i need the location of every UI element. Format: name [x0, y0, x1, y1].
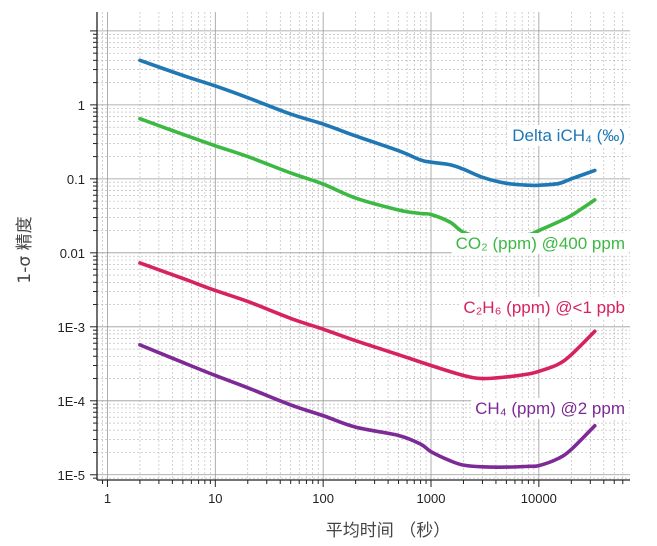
- series-line-co2: [138, 116, 597, 239]
- series-label-group-ch4: CH₄ (ppm) @2 ppm: [471, 398, 629, 419]
- x-tick-label: 1: [104, 491, 111, 506]
- series-line-ch4: [138, 343, 597, 469]
- x-tick-label: 10000: [521, 491, 557, 506]
- x-tick-label: 100: [312, 491, 334, 506]
- series-label-group-c2h6: C₂H₆ (ppm) @<1 ppb: [459, 297, 629, 318]
- y-tick-label: 1: [78, 98, 85, 113]
- series-labels: Delta iCH₄ (‰) CO₂ (ppm) @400 ppm C₂H₆ (pp…: [451, 125, 629, 419]
- y-tick-label: 1E-3: [58, 320, 85, 335]
- axes: [96, 12, 630, 481]
- series-label-group-co2: CO₂ (ppm) @400 ppm: [451, 233, 629, 254]
- series-label-background: [451, 233, 629, 254]
- y-tick-label: 0.1: [67, 172, 85, 187]
- series-label-background: [459, 297, 629, 318]
- series-label-ch4: CH₄ (ppm) @2 ppm: [475, 399, 625, 418]
- y-tick-label: 0.01: [60, 246, 85, 261]
- x-tick-label: 10: [208, 491, 222, 506]
- series-label-background: [508, 125, 629, 146]
- x-tick-label: 1000: [417, 491, 446, 506]
- series-label-co2: CO₂ (ppm) @400 ppm: [456, 234, 625, 253]
- series-label-background: [471, 398, 629, 419]
- x-axis-title: 平均时间 （秒）: [326, 521, 450, 541]
- series-line-delta-ich4: [138, 58, 597, 188]
- series-label-group-delta-ich4: Delta iCH₄ (‰): [508, 125, 629, 146]
- y-tick-label: 1E-5: [58, 468, 85, 483]
- series-line-c2h6: [138, 261, 597, 381]
- series-label-delta-ich4: Delta iCH₄ (‰): [512, 126, 625, 145]
- series-label-c2h6: C₂H₆ (ppm) @<1 ppb: [463, 298, 625, 317]
- series: [138, 58, 597, 469]
- y-tick-label: 1E-4: [58, 394, 85, 409]
- y-axis-title: 1-σ 精度: [15, 216, 35, 283]
- ticks: 1 10 100 1000 10000 1E-5 1E-4 1E-3 0.01 0.1 1: [58, 30, 624, 506]
